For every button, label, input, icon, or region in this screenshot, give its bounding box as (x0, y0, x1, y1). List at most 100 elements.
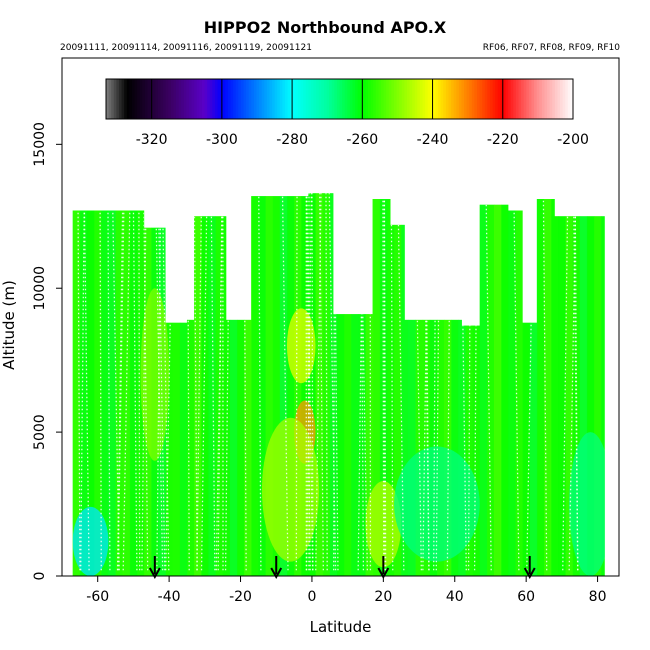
colorbar-swatch (147, 79, 151, 119)
field-band (315, 193, 324, 576)
colorbar-swatch (272, 79, 276, 119)
colorbar-swatch (370, 79, 374, 119)
colorbar-swatch (401, 79, 405, 119)
colorbar-swatch (425, 79, 429, 119)
colorbar-swatch (118, 79, 123, 119)
field-band (251, 193, 259, 576)
colorbar-swatch (502, 79, 507, 119)
colorbar-swatch (375, 79, 380, 119)
colorbar-swatch (214, 79, 219, 119)
colorbar-swatch (393, 79, 398, 119)
colorbar-swatch (310, 79, 315, 119)
field-anomaly (394, 446, 480, 562)
colorbar-swatch (342, 79, 346, 119)
colorbar-swatch (495, 79, 499, 119)
colorbar-swatch (261, 79, 265, 119)
colorbar-swatch (409, 79, 413, 119)
field-band (194, 193, 202, 576)
field-band (201, 193, 209, 576)
colorbar-swatch (461, 79, 465, 119)
colorbar-swatch (124, 79, 128, 119)
colorbar-swatch (251, 79, 255, 119)
colorbar-swatch (248, 79, 252, 119)
colorbar-swatch (108, 79, 112, 119)
colorbar-swatch (362, 79, 367, 119)
colorbar-swatch (557, 79, 561, 119)
colorbar-swatch (142, 79, 146, 119)
plot-frame (61, 57, 620, 577)
flight-arrow-head (523, 567, 536, 580)
field-band (565, 193, 574, 576)
field-band (272, 193, 281, 576)
colorbar-swatch (399, 79, 403, 119)
colorbar-swatch (134, 79, 138, 119)
field-band (558, 193, 566, 576)
colorbar-swatch (253, 79, 258, 119)
colorbar-swatch (165, 79, 169, 119)
field-band (186, 193, 195, 576)
colorbar-swatch (471, 79, 476, 119)
field-band (544, 193, 552, 576)
flight-arrows (148, 556, 536, 580)
colorbar-swatch (383, 79, 387, 119)
colorbar-swatch (204, 79, 208, 119)
colorbar-swatch (131, 79, 136, 119)
field-band (536, 193, 545, 576)
colorbar-swatch (227, 79, 232, 119)
x-axis-label: Latitude (310, 618, 372, 636)
colorbar-swatch (225, 79, 229, 119)
colorbar-swatch (505, 79, 509, 119)
colorbar-swatch (404, 79, 408, 119)
field-band (401, 193, 409, 576)
field-band (72, 193, 81, 576)
colorbar-swatch (196, 79, 200, 119)
colorbar-swatch (521, 79, 525, 119)
y-tick-label: 10000 (32, 266, 48, 311)
colorbar-swatch (308, 79, 312, 119)
colorbar-swatch (458, 79, 463, 119)
field-band (208, 193, 217, 576)
colorbar-swatch (443, 79, 447, 119)
colorbar-swatch (194, 79, 198, 119)
field-anomaly (72, 506, 109, 576)
colorbar-tick-label: -220 (487, 132, 519, 148)
curtain-field (72, 193, 605, 576)
x-tick-label: -40 (158, 589, 181, 605)
colorbar-swatch (212, 79, 216, 119)
field-band (379, 193, 388, 576)
x-tick-label: 80 (589, 589, 607, 605)
field-band (172, 193, 181, 576)
field-band (444, 193, 452, 576)
colorbar-swatch (331, 79, 335, 119)
colorbar-swatch (238, 79, 242, 119)
colorbar-swatch (201, 79, 206, 119)
colorbar-swatch (305, 79, 309, 119)
colorbar-swatch (438, 79, 442, 119)
field-band (594, 193, 602, 576)
field-band (215, 193, 224, 576)
colorbar-swatch (240, 79, 245, 119)
field-band (494, 193, 502, 576)
x-tick-label: -60 (86, 589, 109, 605)
colorbar-tick-label: -300 (206, 132, 238, 148)
colorbar-swatch (287, 79, 291, 119)
field-band (422, 193, 431, 576)
colorbar-swatch (297, 79, 302, 119)
colorbar-swatch (295, 79, 299, 119)
colorbar-tick-label: -260 (346, 132, 378, 148)
colorbar-swatch (303, 79, 307, 119)
colorbar-swatch (339, 79, 343, 119)
colorbar-swatch (243, 79, 247, 119)
colorbar-swatch (508, 79, 512, 119)
colorbar-swatch (199, 79, 203, 119)
colorbar-swatch (412, 79, 416, 119)
field-band (429, 193, 438, 576)
colorbar-swatch (178, 79, 182, 119)
field-band (436, 193, 445, 576)
colorbar-swatch (518, 79, 522, 119)
colorbar-swatch (464, 79, 468, 119)
colorbar-swatch (246, 79, 250, 119)
colorbar-swatch (430, 79, 434, 119)
colorbar-swatch (432, 79, 437, 119)
field-band (458, 193, 466, 576)
